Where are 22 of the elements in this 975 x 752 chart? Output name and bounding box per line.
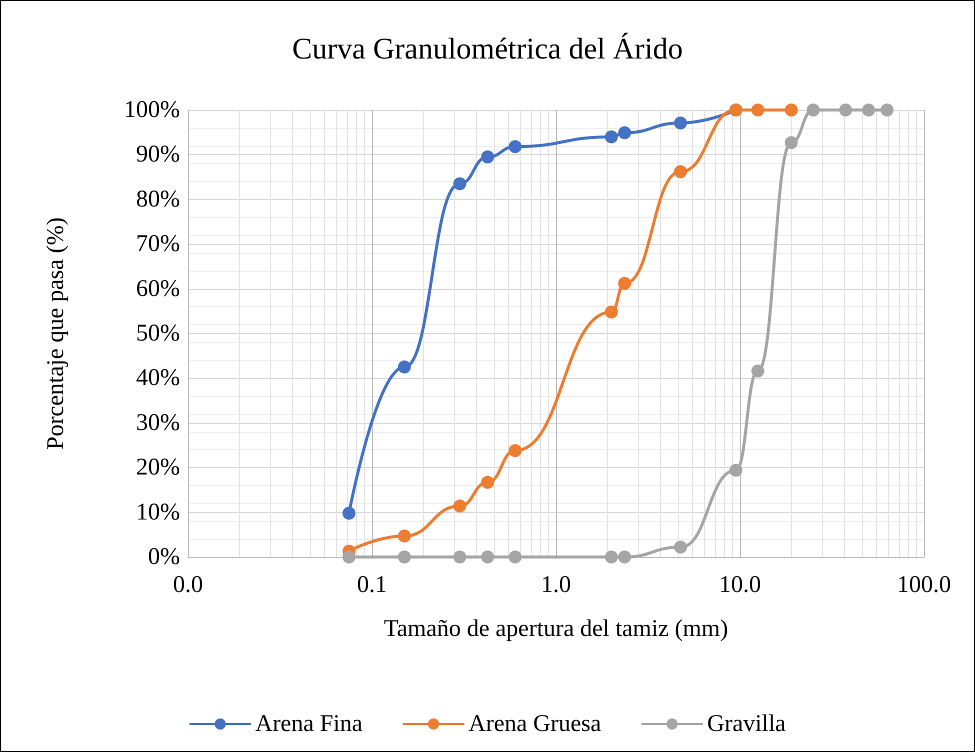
y-tick-label: 70% <box>136 231 180 258</box>
y-tick-label: 50% <box>136 320 180 346</box>
x-tick-label: 100.0 <box>897 572 951 598</box>
y-tick-label: 80% <box>136 186 180 212</box>
y-tick-label: 40% <box>136 365 180 392</box>
legend-label: Arena Gruesa <box>468 711 602 737</box>
legend-label: Gravilla <box>707 711 786 737</box>
y-tick-label: 0% <box>148 544 180 570</box>
x-axis-title: Tamaño de apertura del tamiz (mm) <box>384 616 728 642</box>
x-tick-label: 10.0 <box>719 572 761 598</box>
y-tick-label: 30% <box>136 410 180 436</box>
x-tick-label: 0.1 <box>357 572 387 598</box>
y-tick-label: 20% <box>136 454 180 481</box>
chart-title: Curva Granulométrica del Árido <box>292 32 683 66</box>
y-tick-label: 90% <box>136 142 180 168</box>
y-tick-label: 100% <box>124 97 180 123</box>
x-tick-label: 0.0 <box>173 572 203 598</box>
y-tick-label: 10% <box>136 499 180 526</box>
x-tick-label: 1.0 <box>541 572 571 598</box>
legend-label: Arena Fina <box>255 711 363 737</box>
y-axis-title: Porcentaje que pasa (%) <box>43 217 69 450</box>
y-tick-label: 60% <box>136 276 180 302</box>
